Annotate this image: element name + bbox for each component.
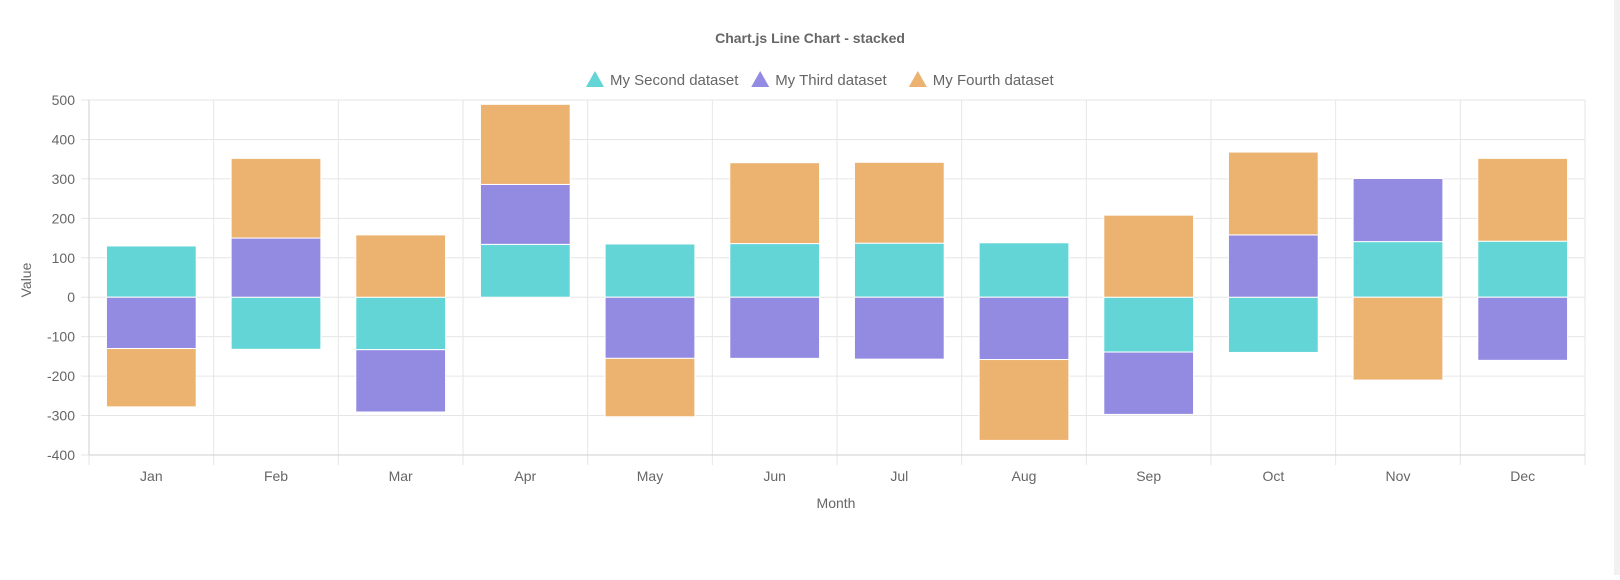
x-tick-label: Sep	[1136, 468, 1161, 484]
bar-jan-series-2	[105, 296, 197, 350]
bar-aug-series-2	[978, 296, 1070, 361]
chart-bars	[105, 103, 1569, 441]
y-tick-label: -400	[47, 447, 75, 463]
bar-sep-series-1	[1103, 296, 1195, 353]
x-tick-label: Aug	[1012, 468, 1037, 484]
bar-jun-series-1	[729, 243, 821, 298]
bar-nov-series-3	[1352, 296, 1444, 381]
chart-title: Chart.js Line Chart - stacked	[715, 30, 905, 46]
bar-apr-series-3	[479, 103, 571, 185]
bar-sep-series-3	[1103, 214, 1195, 298]
x-tick-label: Dec	[1510, 468, 1535, 484]
bar-aug-series-1	[978, 242, 1070, 298]
bar-dec-series-1	[1477, 240, 1569, 298]
y-tick-label: 200	[52, 210, 76, 226]
bar-dec-series-2	[1477, 296, 1569, 361]
bar-apr-series-1	[479, 243, 571, 298]
bar-dec-series-3	[1477, 157, 1569, 242]
bar-oct-series-1	[1227, 296, 1319, 353]
bar-jun-series-3	[729, 162, 821, 245]
bar-jul-series-3	[853, 161, 945, 244]
bar-aug-series-3	[978, 359, 1070, 441]
chart-axes: 500 400 300 200 100 0 -100 -200 -300 -400 Jan Feb Ma…	[47, 92, 1585, 484]
bar-jan-series-1	[105, 245, 197, 298]
bar-jun-series-2	[729, 296, 821, 359]
bar-oct-series-2	[1227, 234, 1319, 298]
x-tick-label: Feb	[264, 468, 288, 484]
bar-nov-series-1	[1352, 241, 1444, 298]
bar-sep-series-2	[1103, 351, 1195, 415]
bar-oct-series-3	[1227, 151, 1319, 236]
x-tick-label: Jun	[763, 468, 786, 484]
bar-may-series-3	[604, 357, 696, 418]
bar-may-series-1	[604, 243, 696, 298]
bar-feb-series-2	[230, 237, 322, 298]
x-tick-label: Jul	[890, 468, 908, 484]
bar-mar-series-1	[355, 296, 447, 351]
y-tick-label: 100	[52, 250, 76, 266]
bar-jul-series-1	[853, 242, 945, 298]
x-tick-label: Mar	[389, 468, 413, 484]
y-tick-label: 300	[52, 171, 76, 187]
x-tick-label: Jan	[140, 468, 163, 484]
bar-nov-series-2	[1352, 177, 1444, 243]
x-tick-label: Apr	[514, 468, 536, 484]
bar-jul-series-2	[853, 296, 945, 360]
chart-legend: My Second dataset My Third dataset My Four…	[586, 71, 1055, 89]
y-tick-label: -100	[47, 329, 75, 345]
y-tick-label: -200	[47, 368, 75, 384]
bar-mar-series-3	[355, 234, 447, 298]
chart-grid	[81, 99, 1586, 465]
y-tick-label: 400	[52, 131, 76, 147]
bar-jan-series-3	[105, 348, 197, 408]
legend-label: My Second dataset	[610, 72, 739, 89]
y-tick-label: 500	[52, 92, 76, 108]
x-tick-label: Nov	[1386, 468, 1411, 484]
y-tick-label: 0	[67, 289, 75, 305]
page-scrollbar[interactable]	[1614, 0, 1620, 575]
bar-feb-series-3	[230, 157, 322, 239]
y-tick-label: -300	[47, 408, 75, 424]
bar-apr-series-2	[479, 183, 571, 245]
y-axis-title: Value	[18, 262, 34, 297]
legend-label: My Fourth dataset	[933, 72, 1055, 89]
bar-may-series-2	[604, 296, 696, 359]
legend-triangle-icon	[751, 71, 770, 87]
x-tick-label: May	[637, 468, 663, 484]
x-tick-label: Oct	[1262, 468, 1284, 484]
legend-label: My Third dataset	[775, 72, 887, 89]
bar-mar-series-2	[355, 349, 447, 413]
legend-triangle-icon	[908, 71, 927, 87]
x-axis-title: Month	[817, 495, 856, 511]
legend-triangle-icon	[586, 71, 604, 87]
bar-feb-series-1	[230, 296, 322, 350]
